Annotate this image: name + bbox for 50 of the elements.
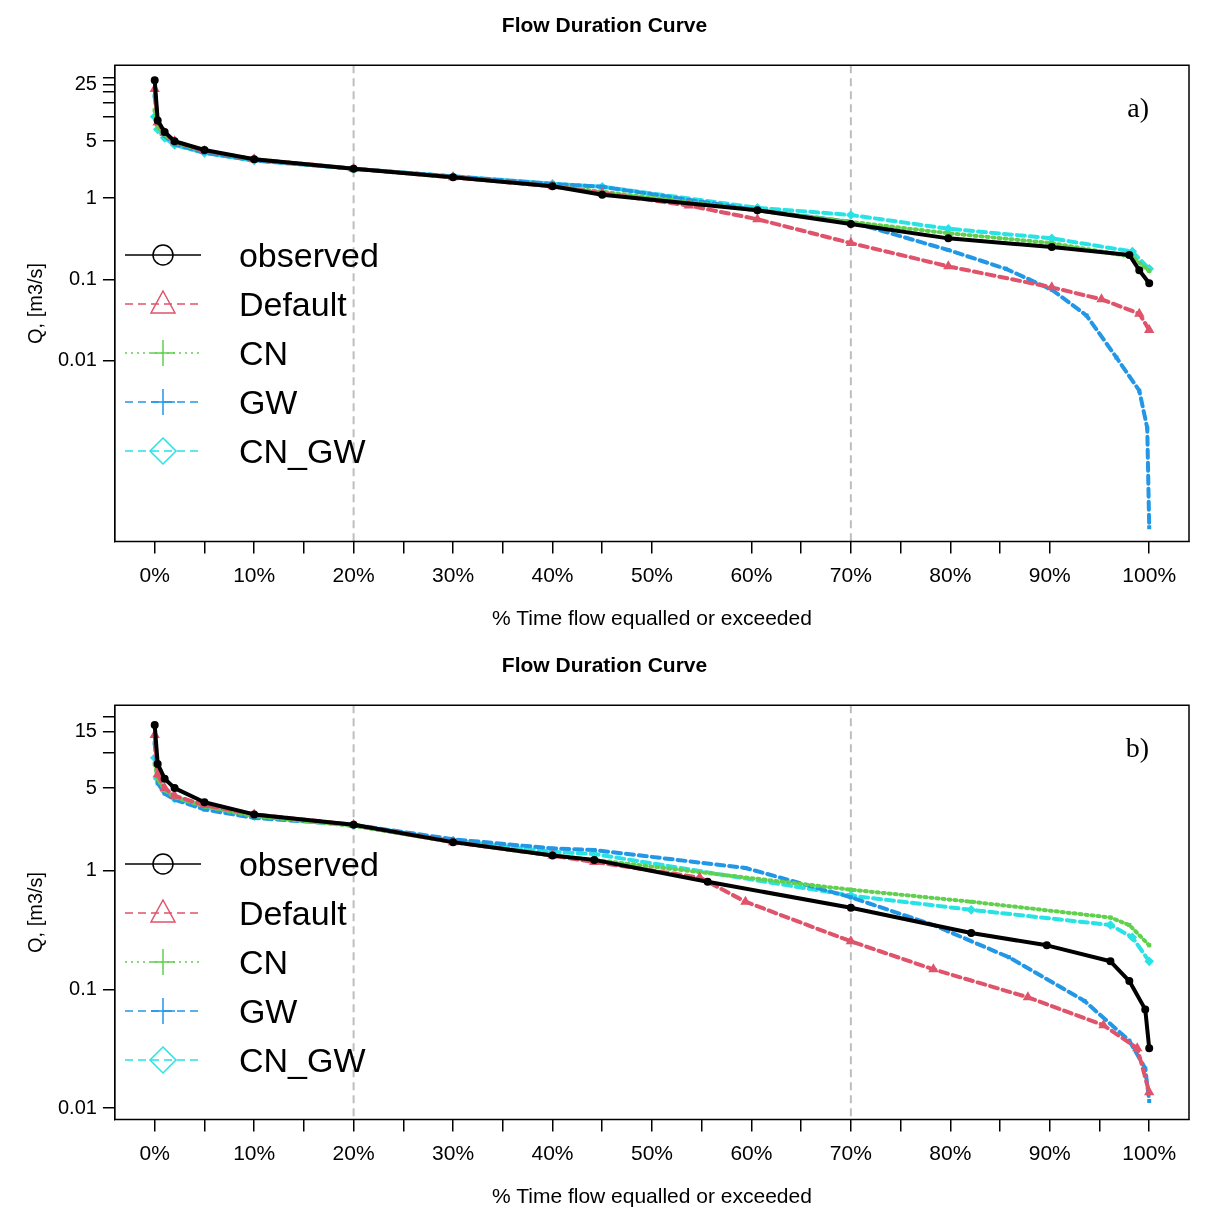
x-axis-title: % Time flow equalled or exceeded (492, 1184, 812, 1208)
y-tick-label: 1 (85, 858, 97, 881)
legend-label: observed (238, 235, 379, 275)
x-tick-label: 80% (929, 1141, 972, 1164)
x-tick-label: 100% (1122, 1141, 1177, 1164)
y-tick-label: 0.1 (69, 266, 97, 289)
legend-label: Default (238, 284, 347, 324)
x-tick-label: 70% (829, 1141, 872, 1164)
legend-label: GW (238, 991, 298, 1031)
x-tick-label: 10% (233, 563, 276, 586)
legend-label: CN (238, 333, 289, 373)
x-tick-label: 70% (829, 563, 872, 586)
y-tick-label: 25 (74, 71, 97, 94)
x-tick-label: 30% (432, 563, 475, 586)
chart-title: Flow Duration Curve (501, 13, 708, 37)
y-tick-label: 1 (85, 185, 97, 208)
x-tick-label: 80% (929, 563, 972, 586)
x-tick-label: 30% (432, 1141, 475, 1164)
legend-label: Default (238, 893, 347, 933)
x-tick-label: 0% (139, 563, 170, 586)
x-tick-label: 20% (332, 1141, 375, 1164)
annotation: a) (1127, 91, 1149, 123)
legend-label: CN_GW (238, 1040, 366, 1080)
x-tick-label: 50% (630, 1141, 673, 1164)
legend-label: CN_GW (238, 431, 366, 471)
legend-label: observed (238, 844, 379, 884)
x-axis-title: % Time flow equalled or exceeded (492, 606, 812, 630)
x-tick-label: 100% (1122, 563, 1177, 586)
x-tick-label: 40% (531, 563, 574, 586)
x-tick-label: 90% (1028, 1141, 1071, 1164)
chart-title: Flow Duration Curve (501, 653, 708, 677)
x-tick-label: 20% (332, 563, 375, 586)
y-tick-label: 5 (85, 128, 97, 151)
x-tick-label: 0% (139, 1141, 170, 1164)
x-tick-label: 90% (1028, 563, 1071, 586)
y-axis-title: Q, [m3/s] (23, 871, 46, 953)
y-tick-label: 5 (85, 775, 97, 798)
y-axis-title: Q, [m3/s] (23, 262, 46, 344)
y-tick-label: 0.01 (57, 348, 97, 371)
legend-label: GW (238, 382, 298, 422)
y-tick-label: 0.1 (69, 977, 97, 1000)
x-tick-label: 40% (531, 1141, 574, 1164)
annotation: b) (1125, 731, 1149, 763)
x-tick-label: 60% (730, 1141, 773, 1164)
legend-label: CN (238, 942, 289, 982)
x-tick-label: 60% (730, 563, 773, 586)
y-tick-label: 0.01 (57, 1095, 97, 1118)
y-tick-label: 15 (74, 719, 97, 742)
x-tick-label: 50% (630, 563, 673, 586)
x-tick-label: 10% (233, 1141, 276, 1164)
